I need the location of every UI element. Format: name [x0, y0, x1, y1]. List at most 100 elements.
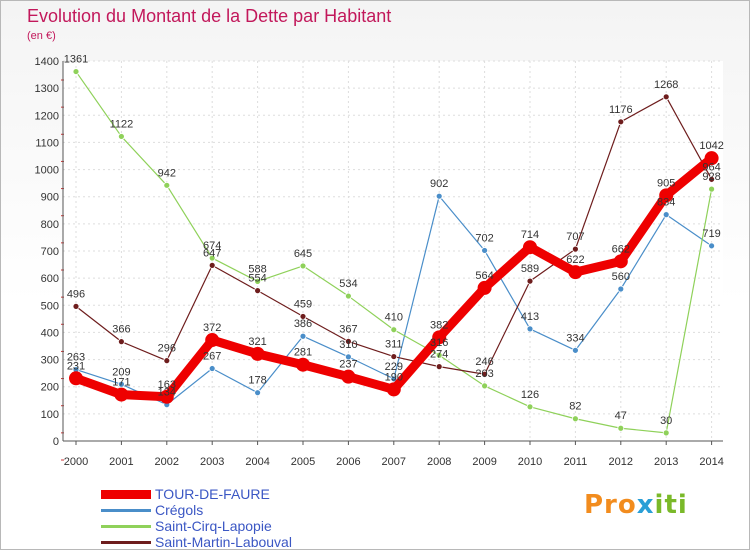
data-label: 707	[566, 231, 584, 243]
data-point	[481, 247, 489, 254]
data-label: 372	[203, 322, 221, 334]
legend-label: Saint-Cirq-Lapopie	[155, 518, 272, 534]
data-point	[341, 369, 356, 384]
data-point	[526, 403, 534, 411]
data-point	[526, 325, 534, 333]
data-label: 231	[67, 360, 85, 372]
data-point	[163, 181, 171, 189]
x-tick-label: 2000	[64, 456, 88, 468]
data-label: 1176	[609, 104, 633, 116]
legend-label: Saint-Martin-Labouval	[155, 534, 292, 550]
data-label: 496	[67, 288, 85, 300]
data-label: 263	[67, 352, 85, 364]
data-point	[613, 254, 628, 269]
data-point	[250, 346, 265, 361]
data-label: 647	[203, 247, 221, 259]
data-point	[704, 151, 719, 166]
data-label: 588	[248, 263, 266, 275]
y-tick-label: 400	[41, 327, 59, 339]
data-point	[432, 330, 447, 345]
data-point	[390, 353, 398, 360]
data-point	[114, 387, 129, 402]
data-point	[163, 357, 171, 365]
data-point	[572, 245, 579, 253]
x-tick-label: 2002	[155, 456, 179, 468]
data-point	[435, 363, 443, 371]
data-label: 413	[521, 311, 539, 323]
data-label: 311	[385, 339, 403, 351]
data-label: 560	[612, 271, 630, 283]
x-tick-label: 2007	[382, 456, 406, 468]
data-label: 834	[657, 197, 675, 209]
legend-item-saint-cirq-lapopie[interactable]: Saint-Cirq-Lapopie	[101, 518, 361, 534]
data-label: 386	[294, 318, 312, 330]
legend-swatch	[101, 525, 151, 528]
data-label: 714	[521, 229, 539, 241]
data-label: 928	[702, 171, 720, 183]
data-point	[344, 353, 352, 361]
legend-item-saint-martin-labouval[interactable]: Saint-Martin-Labouval	[101, 534, 361, 550]
data-point	[299, 262, 307, 270]
y-tick-label: 0	[53, 436, 59, 448]
y-tick-label: 1200	[35, 110, 59, 122]
y-tick-label: 1100	[35, 137, 59, 149]
data-point	[344, 292, 352, 300]
data-label: 534	[339, 278, 357, 290]
x-tick-label: 2014	[699, 456, 723, 468]
data-label: 554	[248, 273, 266, 285]
y-tick-label: 600	[41, 273, 59, 285]
data-point	[159, 389, 174, 404]
legend-item-tour-de-faure[interactable]: TOUR-DE-FAURE	[101, 486, 361, 502]
x-tick-label: 2012	[609, 456, 633, 468]
data-label: 281	[294, 347, 312, 359]
data-point	[69, 371, 83, 386]
x-tick-label: 2004	[245, 456, 269, 468]
data-label: 942	[158, 167, 176, 179]
data-point	[481, 382, 489, 390]
data-point	[344, 337, 352, 345]
data-point	[617, 118, 625, 126]
data-point	[390, 375, 398, 383]
data-point	[254, 389, 262, 397]
data-label: 719	[702, 228, 720, 240]
x-tick-label: 2010	[518, 456, 542, 468]
data-point	[477, 280, 492, 295]
data-label: 964	[702, 161, 720, 173]
x-tick-label: 2003	[200, 456, 224, 468]
data-point	[708, 242, 715, 250]
data-label: 589	[521, 263, 539, 275]
y-tick-label: 800	[41, 219, 59, 231]
data-label: 229	[385, 361, 403, 373]
data-label: 203	[475, 368, 493, 380]
chart-title: Evolution du Montant de la Dette par Hab…	[27, 6, 392, 26]
data-point	[662, 211, 670, 219]
data-label: 674	[203, 240, 221, 252]
data-label: 190	[385, 371, 403, 383]
data-label: 321	[248, 336, 266, 348]
x-tick-label: 2013	[654, 456, 678, 468]
data-point	[526, 277, 534, 285]
data-label: 410	[385, 312, 403, 324]
data-point	[118, 338, 125, 346]
legend-swatch	[101, 541, 151, 544]
y-tick-label: 100	[41, 409, 59, 421]
legend-swatch	[101, 509, 151, 512]
data-point	[208, 261, 216, 269]
data-point	[390, 326, 398, 334]
data-label: 622	[566, 254, 584, 266]
data-point	[72, 302, 80, 310]
data-point	[617, 285, 625, 293]
data-point	[662, 429, 670, 437]
y-tick-label: 700	[41, 246, 59, 258]
y-tick-label: 300	[41, 355, 59, 367]
proxiti-logo: Proxiti	[584, 490, 688, 520]
data-label: 367	[339, 323, 357, 335]
data-label: 1042	[699, 140, 723, 152]
data-point	[296, 357, 310, 372]
legend-label: TOUR-DE-FAURE	[155, 486, 270, 502]
legend-item-cregols[interactable]: Crégols	[101, 502, 361, 518]
data-point	[118, 133, 125, 140]
data-point	[205, 333, 220, 348]
